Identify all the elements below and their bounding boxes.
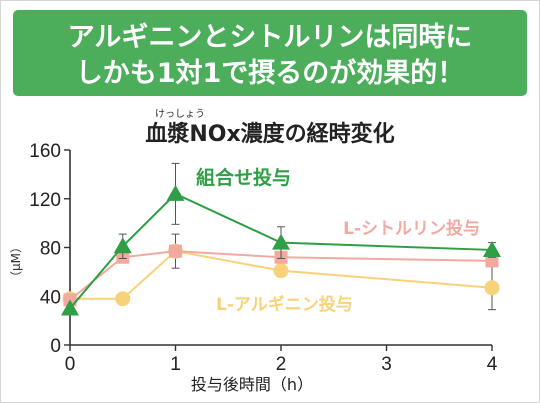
data-point-triangle [61, 299, 79, 316]
headline-line-2: しかも1対1で摂るのが効果的！ [75, 58, 465, 89]
y-tick-label: 120 [29, 190, 61, 211]
x-tick-label: 3 [381, 354, 392, 375]
headline-banner: アルギニンとシトルリンは同時に しかも1対1で摂るのが効果的！ [13, 10, 527, 96]
chart-title: 血漿NOx濃度の経時変化 [145, 122, 395, 147]
y-tick-label: 40 [40, 287, 61, 308]
x-tick-label: 1 [170, 354, 181, 375]
x-tick-label: 0 [65, 354, 76, 375]
y-tick-label: 80 [40, 239, 61, 260]
headline-line-1: アルギニンとシトルリンは同時に [67, 22, 473, 53]
series-label: L-アルギニン投与 [216, 294, 353, 315]
data-point-triangle [483, 240, 501, 257]
series-label: 組合せ投与 [196, 166, 291, 189]
data-point-triangle [166, 184, 185, 201]
title-ruby: けっしょう [155, 109, 205, 120]
y-tick-label: 160 [29, 141, 61, 162]
y-axis-label: （μM） [9, 241, 23, 283]
data-point-circle [115, 291, 131, 307]
x-tick-label: 4 [487, 354, 498, 375]
data-point-circle [484, 280, 500, 296]
series-label: L-シトルリン投与 [343, 218, 480, 239]
x-tick-label: 2 [276, 354, 287, 375]
data-point-triangle [272, 233, 290, 250]
y-tick-label: 0 [50, 336, 61, 357]
data-point-square [169, 244, 182, 258]
x-axis-label: 投与後時間（h） [191, 375, 313, 394]
data-point-circle [273, 263, 289, 279]
data-point-triangle [113, 237, 132, 254]
